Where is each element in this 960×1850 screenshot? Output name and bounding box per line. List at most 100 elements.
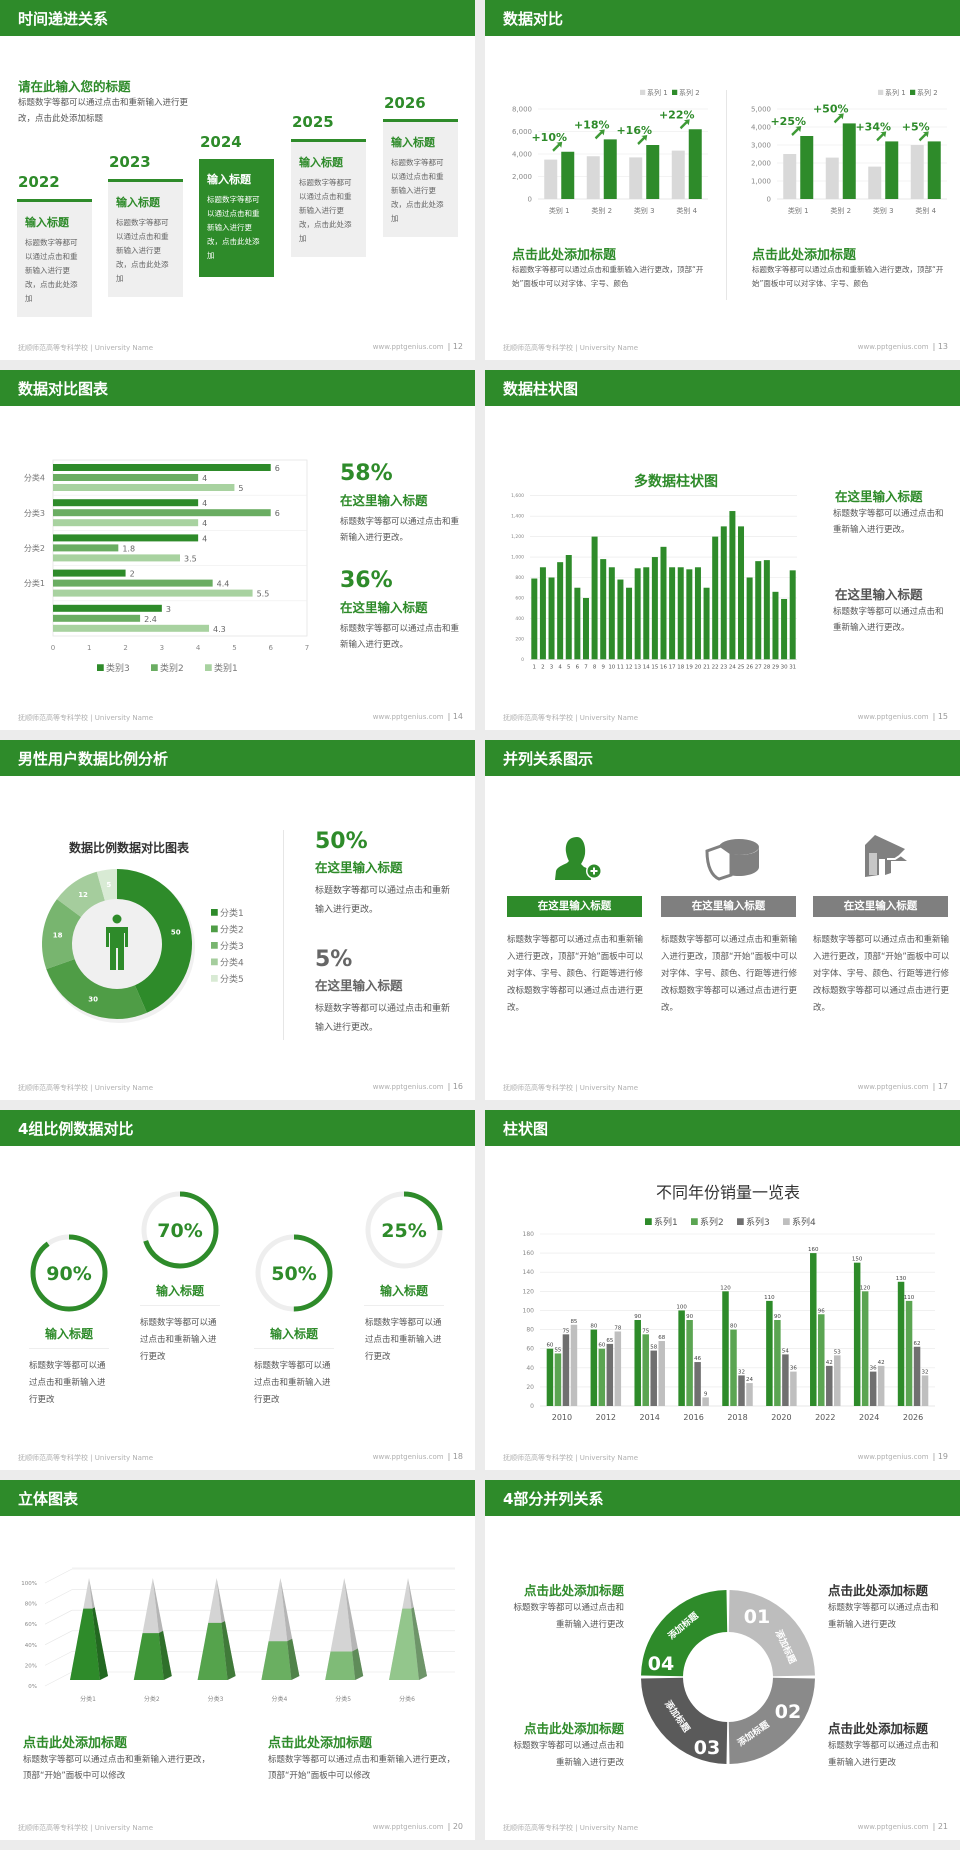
bar bbox=[720, 526, 727, 660]
data-label: 4.3 bbox=[213, 625, 226, 634]
store-icon bbox=[865, 835, 907, 877]
donut-slice bbox=[56, 871, 105, 918]
data-label: 90 bbox=[774, 1314, 781, 1320]
growth-label: +5% bbox=[902, 120, 930, 133]
pyramid-remainder-side bbox=[216, 1578, 236, 1680]
bar bbox=[877, 1365, 885, 1406]
timeline-step[interactable]: 输入标题 标题数字等都可以通过点击和重新输入进行更改，点击此处添加 bbox=[108, 179, 183, 297]
block-text: 标题数字等都可以通过点击和重新输入进行更改，顶部“开始”面板中可以对字体、字号、… bbox=[512, 265, 704, 288]
y-tick-label: 180 bbox=[523, 1231, 535, 1238]
bar bbox=[643, 567, 650, 660]
timeline-step-highlighted[interactable]: 输入标题 标题数字等都可以通过点击和重新输入进行更改，点击此处添加 bbox=[199, 159, 274, 277]
pyramid-value bbox=[389, 1608, 419, 1680]
step-year: 2026 bbox=[384, 94, 426, 112]
segment-label: 添加标题 bbox=[735, 1718, 772, 1749]
bar bbox=[783, 154, 797, 199]
growth-arrow-icon bbox=[552, 141, 563, 152]
footer-site[interactable]: www.pptgenius.com bbox=[857, 1823, 929, 1831]
x-tick-label: 7 bbox=[584, 664, 588, 670]
timeline-step[interactable]: 输入标题 标题数字等都可以通过点击和重新输入进行更改，点击此处添加 bbox=[17, 199, 92, 317]
footer-site[interactable]: www.pptgenius.com bbox=[372, 1453, 444, 1461]
x-tick-label: 17 bbox=[669, 664, 676, 670]
data-label: 75 bbox=[642, 1328, 649, 1334]
bar bbox=[53, 589, 253, 597]
legend-label: 系列1 bbox=[654, 1216, 678, 1228]
column-label[interactable]: 在这里输入标题 bbox=[661, 896, 796, 917]
y-tick-label: 160 bbox=[523, 1250, 535, 1257]
footer-school: 抚顺师范高等专科学校 | University Name bbox=[18, 714, 153, 722]
footer-site[interactable]: www.pptgenius.com bbox=[857, 1453, 929, 1461]
donut-slice bbox=[96, 869, 117, 901]
legend-label: 系列 2 bbox=[917, 88, 938, 97]
footer-right: www.pptgenius.com 16 bbox=[373, 1082, 463, 1091]
bar bbox=[634, 568, 641, 660]
y-tick-label: 0 bbox=[767, 195, 771, 203]
ring-track bbox=[365, 1191, 443, 1269]
subtitle: 请在此输入您的标题 bbox=[18, 79, 131, 94]
footer-site[interactable]: www.pptgenius.com bbox=[372, 713, 444, 721]
x-tick-label: 10 bbox=[608, 664, 615, 670]
donut-slice bbox=[46, 959, 147, 1019]
footer-site[interactable]: www.pptgenius.com bbox=[372, 343, 444, 351]
x-tick-label: 8 bbox=[593, 664, 597, 670]
pyramid-value bbox=[197, 1622, 228, 1680]
item-title: 在这里输入标题 bbox=[835, 489, 923, 504]
timeline-step[interactable]: 输入标题 标题数字等都可以通过点击和重新输入进行更改，点击此处添加 bbox=[383, 119, 458, 237]
bar bbox=[825, 157, 839, 199]
column-label[interactable]: 在这里输入标题 bbox=[507, 896, 642, 917]
y-tick-label: 1,600 bbox=[511, 493, 524, 499]
block-title: 点击此处添加标题 bbox=[828, 1721, 929, 1736]
bar bbox=[591, 536, 598, 660]
column-text: 标题数字等都可以通过点击和重新输入进行更改，顶部“开始”面板中可以对字体、字号、… bbox=[813, 935, 950, 1013]
footer-site[interactable]: www.pptgenius.com bbox=[372, 1823, 444, 1831]
slide-3d-chart: 立体图表 0% 20% 40% 60% 80% 100% 分类1 分类2 分类3 分类4 分类5 分类… bbox=[0, 1480, 475, 1840]
donut-chart: 数据比例数据对比图表 50 30 18 12 5 分类1 分类2 分类3 分类4 分类5 bbox=[42, 840, 244, 1023]
timeline-step[interactable]: 输入标题 标题数字等都可以通过点击和重新输入进行更改，点击此处添加 bbox=[291, 139, 366, 257]
x-tick-label: 1 bbox=[533, 664, 537, 670]
bar bbox=[677, 567, 684, 660]
data-label: 60 bbox=[598, 1343, 605, 1349]
ring-text: 标题数字等都可以通过点击和重新输入进行更改 bbox=[365, 1318, 442, 1362]
x-tick-label: 1 bbox=[87, 644, 91, 652]
x-tick-label: 5 bbox=[567, 664, 571, 670]
bar bbox=[722, 1291, 729, 1406]
footer-site[interactable]: www.pptgenius.com bbox=[857, 713, 929, 721]
divider bbox=[29, 1348, 109, 1349]
bar bbox=[53, 474, 199, 481]
legend-swatch bbox=[878, 89, 884, 95]
y-tick-label: 100 bbox=[523, 1307, 535, 1314]
pie-chart-icon bbox=[705, 839, 759, 881]
pyramid-value bbox=[133, 1633, 164, 1680]
gridline bbox=[44, 1671, 73, 1687]
slice-label: 5 bbox=[106, 881, 111, 889]
pyramid-value-side bbox=[92, 1607, 108, 1680]
x-tick-label: 16 bbox=[660, 664, 667, 670]
legend-label: 分类3 bbox=[220, 940, 244, 952]
y-tick-label: 1,400 bbox=[511, 514, 524, 520]
divider bbox=[140, 1305, 220, 1306]
data-label: 96 bbox=[818, 1308, 825, 1314]
pyramid-remainder bbox=[325, 1578, 356, 1680]
bar bbox=[818, 1314, 825, 1406]
slide-title: 数据对比图表 bbox=[18, 380, 109, 398]
stat-title: 在这里输入标题 bbox=[340, 600, 428, 615]
x-tick-label: 分类2 bbox=[144, 1695, 160, 1703]
column-label[interactable]: 在这里输入标题 bbox=[813, 896, 948, 917]
footer-school: 抚顺师范高等专科学校 | University Name bbox=[503, 1824, 638, 1832]
footer-site[interactable]: www.pptgenius.com bbox=[857, 343, 929, 351]
page-number: 12 bbox=[448, 342, 463, 351]
slide-header: 数据对比 bbox=[485, 0, 960, 36]
x-tick-label: 29 bbox=[772, 664, 779, 670]
growth-arrow-icon bbox=[791, 126, 802, 136]
x-tick-label: 2018 bbox=[727, 1413, 747, 1422]
footer-site[interactable]: www.pptgenius.com bbox=[857, 1083, 929, 1091]
footer-site[interactable]: www.pptgenius.com bbox=[372, 1083, 444, 1091]
legend-swatch bbox=[97, 664, 104, 671]
footer-right: www.pptgenius.com 14 bbox=[373, 712, 463, 721]
data-label: 3.5 bbox=[184, 554, 197, 563]
bar bbox=[53, 604, 162, 612]
bar bbox=[686, 569, 693, 660]
column-text: 标题数字等都可以通过点击和重新输入进行更改，顶部“开始”面板中可以对字体、字号、… bbox=[507, 935, 644, 1013]
bar bbox=[557, 562, 564, 660]
slide-yearly-sales: 柱状图 不同年份销量一览表 系列1 系列2 系列3 系列4 0 20 40 60 80 100 120… bbox=[485, 1110, 960, 1470]
